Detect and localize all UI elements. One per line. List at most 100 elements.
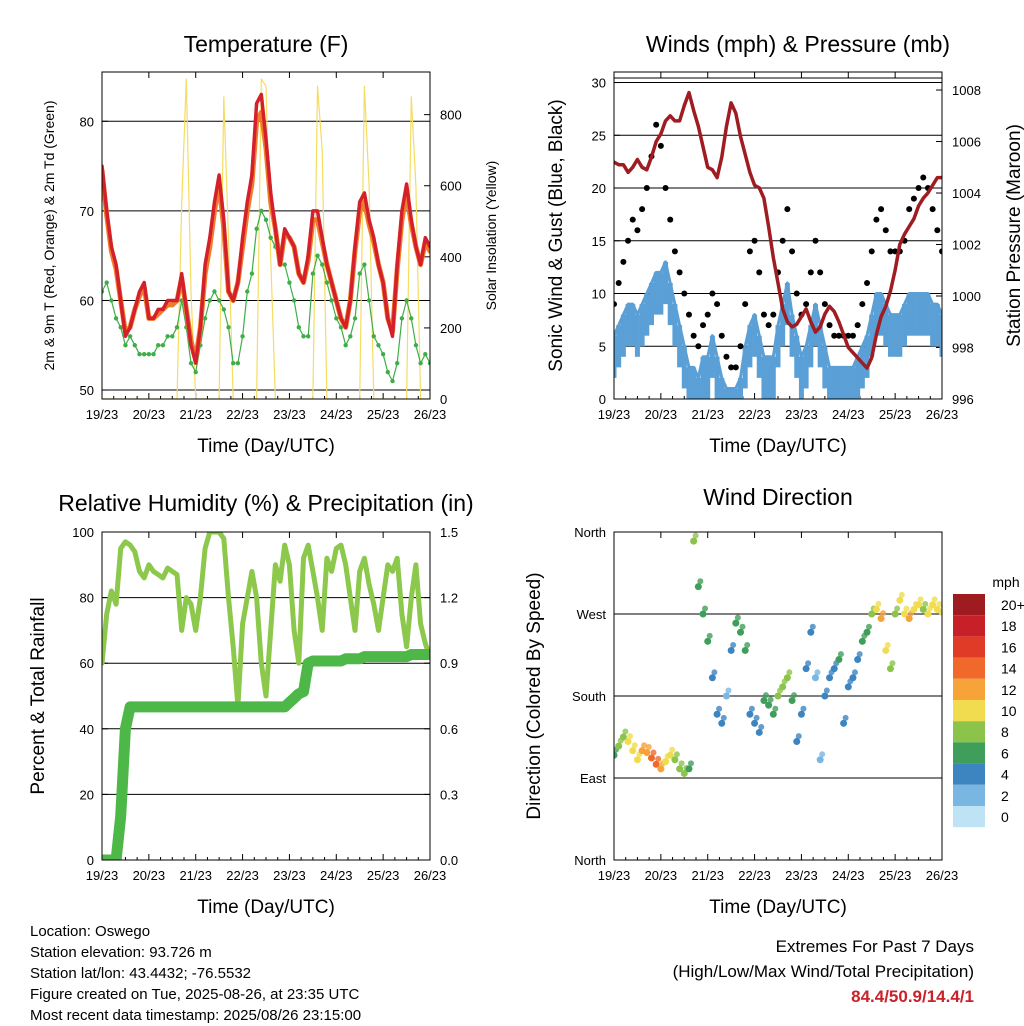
y-tick-label: 20 (592, 181, 606, 196)
point-wind-direction (858, 637, 866, 645)
legend-title: mph (992, 574, 1019, 590)
y2-tick-label: 600 (440, 179, 462, 194)
point-gust (751, 237, 758, 244)
point-wind-direction (938, 608, 942, 616)
plot-frame (613, 71, 943, 400)
x-tick-label: 26/23 (926, 407, 959, 422)
y-tick-label: 40 (80, 722, 94, 737)
point-wind-direction (877, 615, 885, 623)
point-wind-direction (826, 674, 834, 682)
point-gust (770, 311, 777, 318)
point-gust (681, 290, 688, 297)
point-wind-direction (936, 600, 942, 607)
point-wind-direction (814, 669, 821, 676)
point-wind-direction (924, 610, 932, 618)
point-wind-direction (741, 646, 749, 654)
y2-tick-label: 200 (440, 321, 462, 336)
extremes-title: Extremes For Past 7 Days (775, 937, 974, 956)
point-wind-direction (671, 756, 679, 764)
x-tick-label: 24/23 (320, 407, 353, 422)
y2-tick-label: 0.3 (440, 787, 458, 802)
point-wind-direction (692, 532, 699, 539)
point-gust (849, 332, 856, 339)
point-wind-direction (730, 641, 737, 648)
y-tick-label: 0 (87, 853, 94, 868)
x-tick-label: 26/23 (414, 407, 447, 422)
legend-label: 12 (1001, 682, 1017, 698)
point-wind-direction (711, 669, 718, 676)
point-gust (709, 290, 716, 297)
y2-tick-label: 1.2 (440, 591, 458, 606)
point-wind-direction (704, 637, 712, 645)
y2-axis-label: Solar Insolation (Yellow) (483, 161, 499, 311)
point-wind-direction (802, 665, 810, 673)
x-tick-label: 20/23 (645, 407, 678, 422)
plot-area (614, 90, 942, 399)
y-tick-label: 70 (80, 204, 94, 219)
plot-area (102, 532, 430, 860)
plot-frame (613, 531, 943, 861)
point-gust (742, 301, 749, 308)
series-station-pressure (614, 90, 942, 370)
point-gust (657, 142, 664, 149)
point-gust (789, 248, 796, 255)
x-tick-label: 21/23 (691, 868, 724, 883)
y-axis-label: 2m & 9m T (Red, Orange) & 2m Td (Green) (41, 101, 57, 371)
x-tick-label: 23/23 (273, 868, 306, 883)
x-tick-label: 20/23 (133, 868, 166, 883)
point-gust (821, 301, 828, 308)
point-wind-direction (687, 760, 694, 767)
series-sonic-wind (614, 260, 942, 390)
point-gust (667, 216, 674, 223)
point-wind-direction (819, 751, 826, 758)
point-gust (614, 301, 617, 308)
x-tick-label: 23/23 (785, 868, 818, 883)
point-gust (732, 364, 739, 371)
point-wind-direction (622, 728, 629, 735)
point-gust (910, 195, 917, 202)
point-gust (662, 185, 669, 192)
x-tick-label: 24/23 (320, 868, 353, 883)
point-wind-direction (666, 751, 674, 759)
point-wind-direction (744, 641, 751, 648)
series-total-precipitation (102, 649, 430, 860)
point-wind-direction (788, 697, 796, 705)
point-gust (737, 343, 744, 350)
point-gust (807, 269, 814, 276)
point-gust (826, 322, 833, 329)
point-wind-direction (882, 646, 890, 654)
point-wind-direction (884, 641, 891, 648)
point-wind-direction (821, 692, 829, 700)
point-wind-direction (805, 660, 812, 667)
point-wind-direction (774, 692, 782, 700)
y-tick-label: South (572, 689, 606, 704)
chart-temperature: Temperature (F) 19/23 20/23 21/23 22/23 23/23… (41, 31, 499, 457)
station-info: Location: Oswego Station elevation: 93.7… (30, 921, 361, 1026)
point-gust (690, 332, 697, 339)
plot-frame (101, 71, 431, 400)
point-wind-direction (842, 714, 849, 721)
point-wind-direction (627, 733, 634, 740)
station-elevation: Station elevation: 93.726 m (30, 944, 212, 961)
point-wind-direction (863, 628, 871, 636)
point-gust (695, 343, 702, 350)
point-wind-direction (891, 610, 899, 618)
point-wind-direction (713, 710, 721, 718)
point-wind-direction (903, 605, 910, 612)
point-wind-direction (690, 537, 698, 545)
series-dewpoint (102, 210, 430, 382)
y-tick-label: 60 (80, 293, 94, 308)
legend-label: 16 (1001, 639, 1017, 655)
point-wind-direction (889, 660, 896, 667)
y-tick-label: 0 (599, 392, 606, 407)
y2-tick-label: 1006 (952, 135, 981, 150)
point-wind-direction (694, 583, 702, 591)
point-wind-direction (919, 605, 927, 613)
plot-area (614, 532, 942, 777)
x-tick-label: 25/23 (367, 868, 400, 883)
x-tick-label: 24/23 (832, 407, 865, 422)
legend-swatch (953, 721, 985, 743)
point-gust (868, 248, 875, 255)
point-wind-direction (647, 754, 655, 762)
x-tick-label: 20/23 (133, 407, 166, 422)
